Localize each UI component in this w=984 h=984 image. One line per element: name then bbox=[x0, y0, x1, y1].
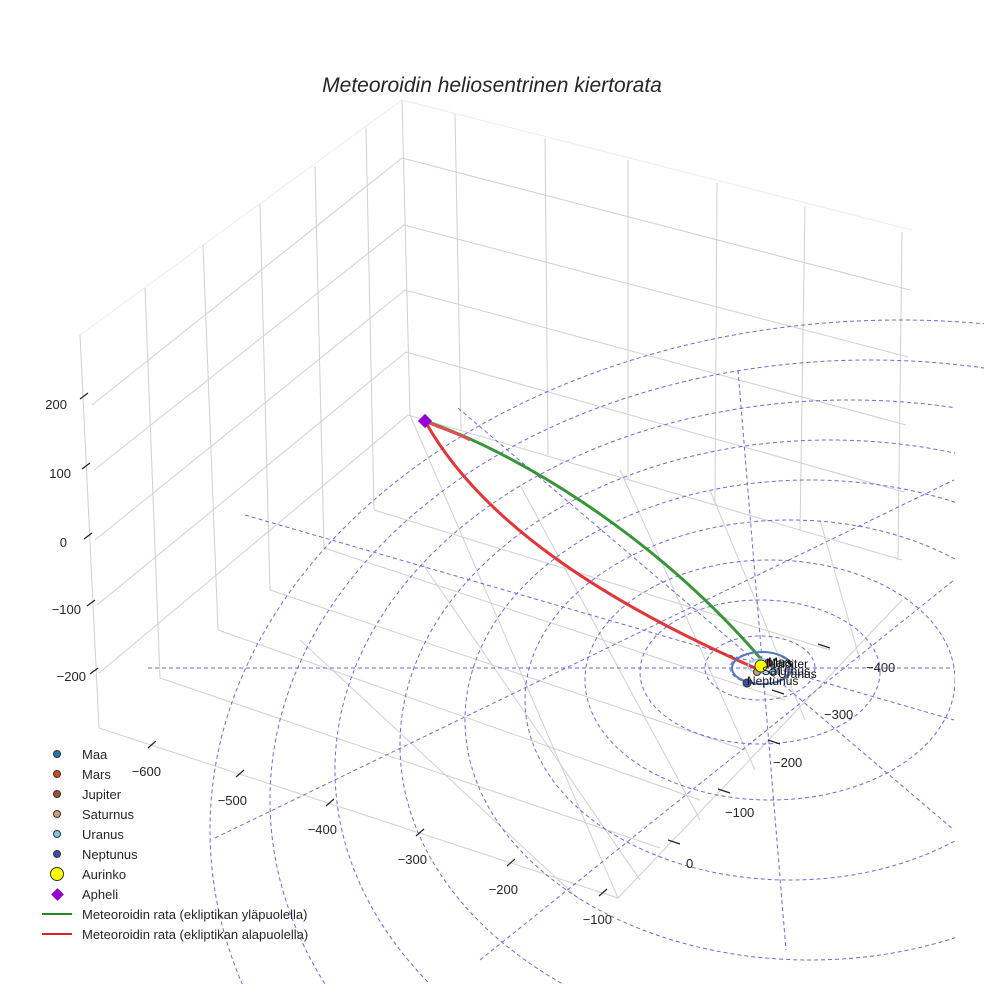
legend-item-maa[interactable]: Maa bbox=[36, 744, 308, 764]
svg-text:−200: −200 bbox=[57, 669, 86, 684]
legend-item-neptunus[interactable]: Neptunus bbox=[36, 844, 308, 864]
dot-icon bbox=[53, 770, 61, 778]
x-axis-labels: −600 −500 −400 −300 −200 −100 bbox=[132, 764, 612, 927]
svg-text:Maa: Maa bbox=[768, 655, 792, 669]
ecliptic-rings bbox=[148, 319, 984, 984]
legend-item-aurinko[interactable]: Aurinko bbox=[36, 864, 308, 884]
svg-text:−200: −200 bbox=[489, 882, 518, 897]
planet-orbits bbox=[731, 651, 793, 685]
svg-text:Saturnus: Saturnus bbox=[762, 664, 810, 678]
z-axis bbox=[79, 392, 99, 675]
dot-icon bbox=[53, 750, 61, 758]
svg-text:−200: −200 bbox=[773, 755, 802, 770]
legend-item-apheli[interactable]: Apheli bbox=[36, 884, 308, 904]
svg-text:−400: −400 bbox=[308, 822, 337, 837]
legend-item-jupiter[interactable]: Jupiter bbox=[36, 784, 308, 804]
planet-labels: Maa Mars Jupiter Saturnus Uranus Neptunu… bbox=[747, 655, 817, 688]
svg-text:Neptunus: Neptunus bbox=[747, 674, 798, 688]
diamond-icon bbox=[50, 887, 64, 901]
svg-text:−300: −300 bbox=[824, 707, 853, 722]
svg-text:−100: −100 bbox=[583, 912, 612, 927]
sun-aurinko[interactable] bbox=[754, 659, 768, 673]
box-grid bbox=[79, 99, 913, 901]
y-axis-labels: −400 −300 −200 −100 0 bbox=[686, 660, 895, 871]
clip-mask bbox=[955, 380, 984, 980]
sun-icon bbox=[50, 867, 64, 881]
svg-text:100: 100 bbox=[49, 466, 71, 481]
svg-text:−400: −400 bbox=[866, 660, 895, 675]
legend-item-mars[interactable]: Mars bbox=[36, 764, 308, 784]
legend: Maa Mars Jupiter Saturnus Uranus Neptunu… bbox=[36, 744, 308, 944]
orbit-above-ecliptic bbox=[424, 419, 764, 661]
svg-text:−100: −100 bbox=[52, 602, 81, 617]
x-axis bbox=[147, 740, 608, 897]
planet-uranus[interactable] bbox=[769, 668, 777, 676]
apheli-marker[interactable] bbox=[417, 413, 433, 429]
line-icon bbox=[42, 933, 72, 935]
svg-text:−300: −300 bbox=[398, 852, 427, 867]
svg-text:−100: −100 bbox=[725, 805, 754, 820]
y-axis bbox=[667, 643, 831, 845]
svg-text:Mars: Mars bbox=[766, 656, 793, 670]
svg-text:Jupiter: Jupiter bbox=[772, 657, 808, 671]
dot-icon bbox=[53, 850, 61, 858]
svg-text:−600: −600 bbox=[132, 764, 161, 779]
legend-item-uranus[interactable]: Uranus bbox=[36, 824, 308, 844]
legend-item-orbit-above[interactable]: Meteoroidin rata (ekliptikan yläpuolella… bbox=[36, 904, 308, 924]
svg-text:0: 0 bbox=[686, 856, 693, 871]
svg-text:Uranus: Uranus bbox=[778, 667, 817, 681]
orbit-below-ecliptic bbox=[423, 420, 756, 670]
svg-text:−500: −500 bbox=[218, 793, 247, 808]
chart-title: Meteoroidin heliosentrinen kiertorata bbox=[322, 74, 662, 97]
line-icon bbox=[42, 913, 72, 915]
z-axis-labels: 200 100 0 −100 −200 bbox=[45, 397, 86, 684]
dot-icon bbox=[53, 810, 61, 818]
legend-item-orbit-below[interactable]: Meteoroidin rata (ekliptikan alapuolella… bbox=[36, 924, 308, 944]
dot-icon bbox=[53, 830, 61, 838]
svg-text:200: 200 bbox=[45, 397, 67, 412]
legend-item-saturnus[interactable]: Saturnus bbox=[36, 804, 308, 824]
dot-icon bbox=[53, 790, 61, 798]
planet-neptunus[interactable] bbox=[742, 678, 752, 688]
svg-text:0: 0 bbox=[60, 535, 67, 550]
